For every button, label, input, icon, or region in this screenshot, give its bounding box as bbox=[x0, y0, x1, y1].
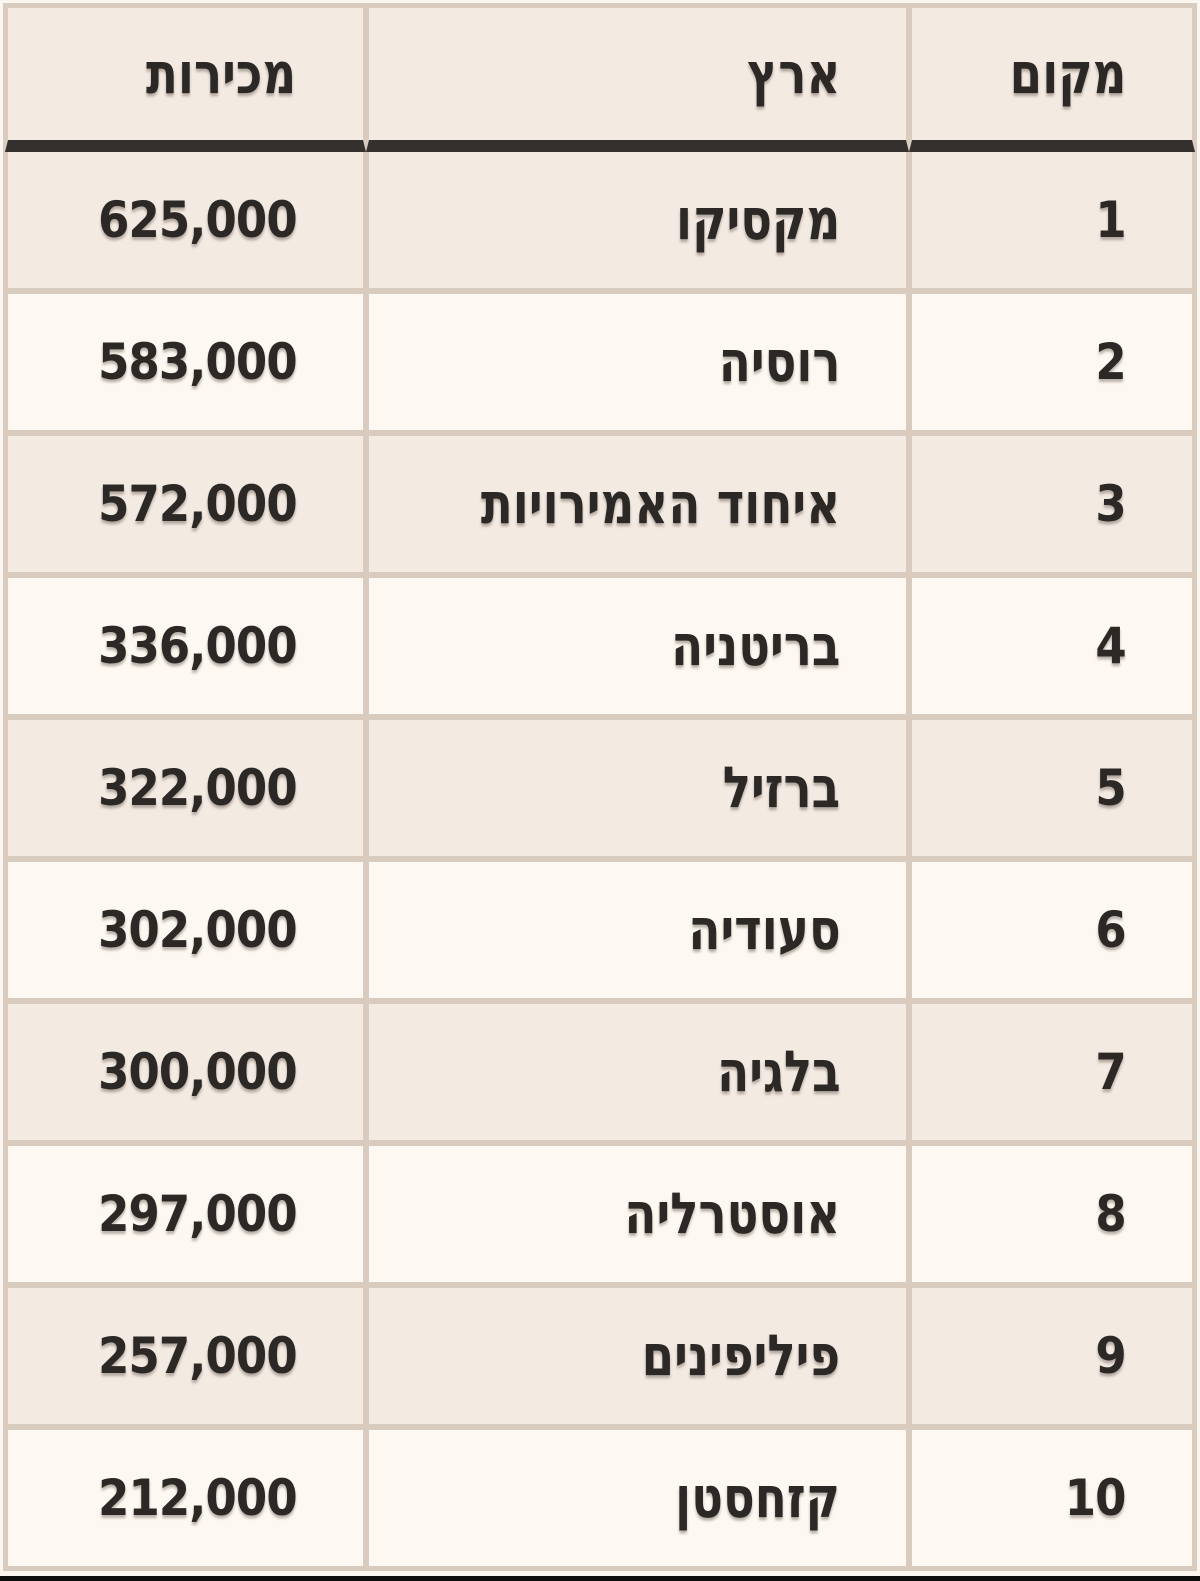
rank-value: 10 bbox=[1065, 1469, 1127, 1527]
country-name: קזחסטן bbox=[675, 1464, 841, 1531]
rank-cell: 3 bbox=[909, 433, 1195, 575]
sales-table-wrap: מקום ארץ מכירות 1 מקסיקו 625,000 2 רוסיה… bbox=[3, 3, 1197, 1571]
country-name: רוסיה bbox=[718, 328, 841, 395]
rank-value: 5 bbox=[1095, 759, 1127, 817]
sales-value: 212,000 bbox=[97, 1469, 298, 1527]
country-cell: מקסיקו bbox=[365, 152, 910, 291]
header-rank-label: מקום bbox=[1009, 40, 1126, 107]
table-row: 1 מקסיקו 625,000 bbox=[5, 152, 1195, 291]
sales-cell: 300,000 bbox=[5, 1001, 366, 1143]
sales-cell: 625,000 bbox=[5, 152, 366, 291]
country-sales-table: מקום ארץ מכירות 1 מקסיקו 625,000 2 רוסיה… bbox=[5, 5, 1195, 1569]
table-row: 6 סעודיה 302,000 bbox=[5, 859, 1195, 1001]
sales-cell: 257,000 bbox=[5, 1285, 366, 1427]
country-cell: סעודיה bbox=[365, 859, 910, 1001]
table-row: 8 אוסטרליה 297,000 bbox=[5, 1143, 1195, 1285]
country-cell: אוסטרליה bbox=[365, 1143, 910, 1285]
table-row: 3 איחוד האמירויות 572,000 bbox=[5, 433, 1195, 575]
header-row: מקום ארץ מכירות bbox=[5, 5, 1195, 152]
rank-value: 4 bbox=[1095, 617, 1127, 675]
table-row: 10 קזחסטן 212,000 bbox=[5, 1427, 1195, 1569]
sales-cell: 583,000 bbox=[5, 291, 366, 433]
sales-value: 302,000 bbox=[97, 901, 298, 959]
sales-cell: 322,000 bbox=[5, 717, 366, 859]
sales-value: 572,000 bbox=[97, 475, 298, 533]
rank-value: 1 bbox=[1095, 191, 1127, 249]
rank-cell: 9 bbox=[909, 1285, 1195, 1427]
country-name: פיליפינים bbox=[641, 1322, 841, 1389]
sales-cell: 212,000 bbox=[5, 1427, 366, 1569]
country-name: מקסיקו bbox=[676, 186, 841, 253]
country-name: ברזיל bbox=[723, 754, 841, 821]
header-sales: מכירות bbox=[5, 5, 366, 152]
sales-value: 297,000 bbox=[97, 1185, 298, 1243]
rank-value: 2 bbox=[1095, 333, 1127, 391]
sales-value: 625,000 bbox=[97, 191, 298, 249]
rank-value: 8 bbox=[1095, 1185, 1127, 1243]
country-cell: פיליפינים bbox=[365, 1285, 910, 1427]
rank-cell: 2 bbox=[909, 291, 1195, 433]
rank-cell: 10 bbox=[909, 1427, 1195, 1569]
country-cell: איחוד האמירויות bbox=[365, 433, 910, 575]
country-name: בריטניה bbox=[671, 612, 841, 679]
sales-value: 336,000 bbox=[97, 617, 298, 675]
rank-value: 7 bbox=[1095, 1043, 1127, 1101]
country-name: סעודיה bbox=[688, 896, 841, 963]
table-row: 5 ברזיל 322,000 bbox=[5, 717, 1195, 859]
table-row: 9 פיליפינים 257,000 bbox=[5, 1285, 1195, 1427]
country-name: איחוד האמירויות bbox=[481, 470, 841, 537]
sales-cell: 297,000 bbox=[5, 1143, 366, 1285]
rank-cell: 1 bbox=[909, 152, 1195, 291]
rank-value: 6 bbox=[1095, 901, 1127, 959]
header-sales-label: מכירות bbox=[146, 40, 297, 107]
sales-value: 583,000 bbox=[97, 333, 298, 391]
country-name: אוסטרליה bbox=[624, 1180, 841, 1247]
country-cell: בלגיה bbox=[365, 1001, 910, 1143]
table-row: 4 בריטניה 336,000 bbox=[5, 575, 1195, 717]
header-country: ארץ bbox=[365, 5, 910, 152]
country-cell: קזחסטן bbox=[365, 1427, 910, 1569]
country-cell: בריטניה bbox=[365, 575, 910, 717]
sales-cell: 572,000 bbox=[5, 433, 366, 575]
rank-cell: 4 bbox=[909, 575, 1195, 717]
rank-cell: 8 bbox=[909, 1143, 1195, 1285]
sales-value: 322,000 bbox=[97, 759, 298, 817]
sales-value: 257,000 bbox=[97, 1327, 298, 1385]
rank-cell: 7 bbox=[909, 1001, 1195, 1143]
bottom-edge-bar bbox=[0, 1576, 1200, 1581]
country-cell: רוסיה bbox=[365, 291, 910, 433]
header-rank: מקום bbox=[909, 5, 1195, 152]
rank-cell: 6 bbox=[909, 859, 1195, 1001]
table-row: 2 רוסיה 583,000 bbox=[5, 291, 1195, 433]
country-cell: ברזיל bbox=[365, 717, 910, 859]
sales-cell: 336,000 bbox=[5, 575, 366, 717]
country-name: בלגיה bbox=[716, 1038, 841, 1105]
header-country-label: ארץ bbox=[747, 40, 841, 107]
sales-cell: 302,000 bbox=[5, 859, 366, 1001]
rank-cell: 5 bbox=[909, 717, 1195, 859]
table-row: 7 בלגיה 300,000 bbox=[5, 1001, 1195, 1143]
rank-value: 9 bbox=[1095, 1327, 1127, 1385]
sales-value: 300,000 bbox=[97, 1043, 298, 1101]
rank-value: 3 bbox=[1095, 475, 1127, 533]
